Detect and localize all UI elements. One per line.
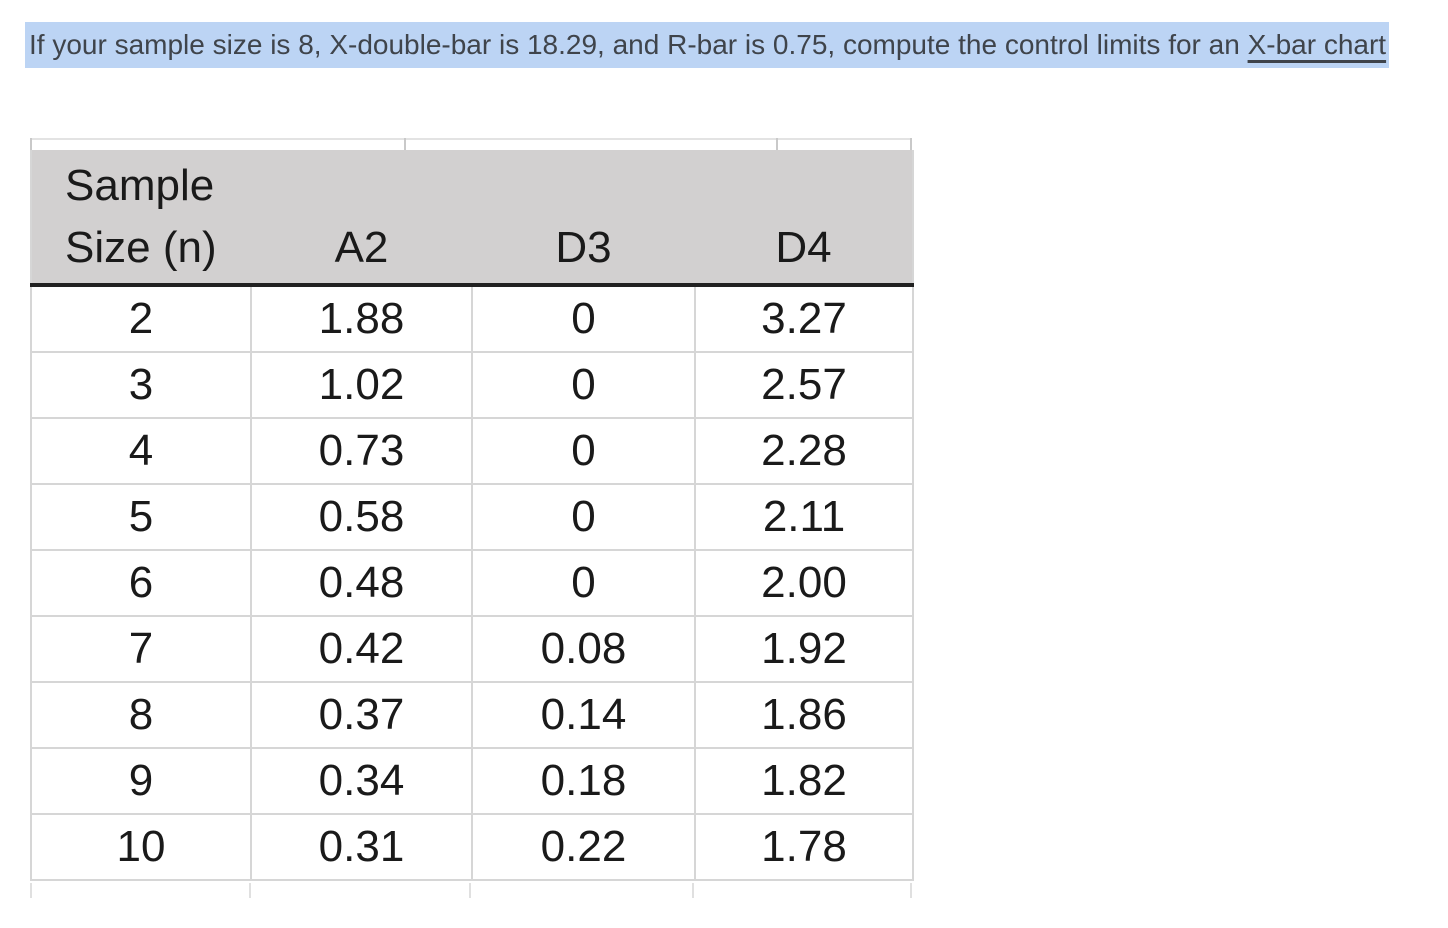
table-cell: 0.08	[471, 615, 696, 683]
table-cell: 1.88	[250, 284, 473, 353]
table-row: 10 0.31 0.22 1.78	[30, 813, 914, 881]
table-row: 2 1.88 0 3.27	[30, 284, 914, 353]
table-cell: 1.86	[694, 681, 914, 749]
gridline-tick	[30, 138, 32, 150]
constants-table-body: 2 1.88 0 3.27 3 1.02 0 2.57 4 0.73 0 2.28 5 0.58 0 2.11…	[30, 284, 914, 881]
gridline-tick	[776, 138, 778, 150]
table-row: 7 0.42 0.08 1.92	[30, 615, 914, 683]
gridline-stub	[469, 883, 471, 898]
table-cell: 2.00	[694, 549, 914, 617]
column-header: Sample Size (n)	[31, 150, 251, 287]
table-cell: 10	[30, 813, 252, 881]
table-cell: 0.31	[250, 813, 473, 881]
column-header: D4	[695, 150, 913, 287]
table-cell: 0	[471, 417, 696, 485]
table-cell: 0.58	[250, 483, 473, 551]
table-cell: 2.57	[694, 351, 914, 419]
column-header: D3	[472, 150, 695, 287]
selection-highlight[interactable]: If your sample size is 8, X-double-bar i…	[25, 22, 1390, 68]
table-cell: 9	[30, 747, 252, 815]
table-cell: 0.73	[250, 417, 473, 485]
table-cell: 3.27	[694, 284, 914, 353]
gridline-above-table	[30, 138, 912, 140]
table-cell: 1.82	[694, 747, 914, 815]
constants-table: Sample Size (n) A2 D3 D4 2 1.88 0 3.27 3 1.02 0 2.…	[30, 150, 914, 881]
header-row: Sample Size (n) A2 D3 D4	[31, 150, 913, 287]
table-row: 5 0.58 0 2.11	[30, 483, 914, 551]
table-row: 3 1.02 0 2.57	[30, 351, 914, 419]
table-cell: 0.37	[250, 681, 473, 749]
table-cell: 1.78	[694, 813, 914, 881]
question-text: If your sample size is 8, X-double-bar i…	[0, 0, 1448, 68]
table-cell: 0.34	[250, 747, 473, 815]
table-cell: 1.02	[250, 351, 473, 419]
table-cell: 0	[471, 483, 696, 551]
table-cell: 0.48	[250, 549, 473, 617]
gridline-stub	[910, 883, 912, 898]
table-cell: 3	[30, 351, 252, 419]
gridline-stub	[249, 883, 251, 898]
table-cell: 0.14	[471, 681, 696, 749]
table-cell: 0	[471, 284, 696, 353]
gridline-stub	[692, 883, 694, 898]
table-cell: 0.42	[250, 615, 473, 683]
column-header: A2	[251, 150, 472, 287]
table-cell: 5	[30, 483, 252, 551]
gridline-tick	[404, 138, 406, 150]
table-row: 6 0.48 0 2.00	[30, 549, 914, 617]
table-cell: 2	[30, 284, 252, 353]
table-cell: 0.18	[471, 747, 696, 815]
table-row: 4 0.73 0 2.28	[30, 417, 914, 485]
xbar-chart-link[interactable]: X-bar chart	[1247, 29, 1387, 60]
table-row: 8 0.37 0.14 1.86	[30, 681, 914, 749]
table-cell: 4	[30, 417, 252, 485]
table-cell: 2.28	[694, 417, 914, 485]
table-cell: 0	[471, 549, 696, 617]
table-cell: 2.11	[694, 483, 914, 551]
table-cell: 1.92	[694, 615, 914, 683]
table-cell: 0	[471, 351, 696, 419]
table-cell: 6	[30, 549, 252, 617]
table-cell: 8	[30, 681, 252, 749]
gridline-tick	[910, 138, 912, 150]
table-row: 9 0.34 0.18 1.82	[30, 747, 914, 815]
gridline-stub	[30, 883, 32, 898]
table-cell: 7	[30, 615, 252, 683]
table-cell: 0.22	[471, 813, 696, 881]
question-body: If your sample size is 8, X-double-bar i…	[29, 29, 1248, 60]
